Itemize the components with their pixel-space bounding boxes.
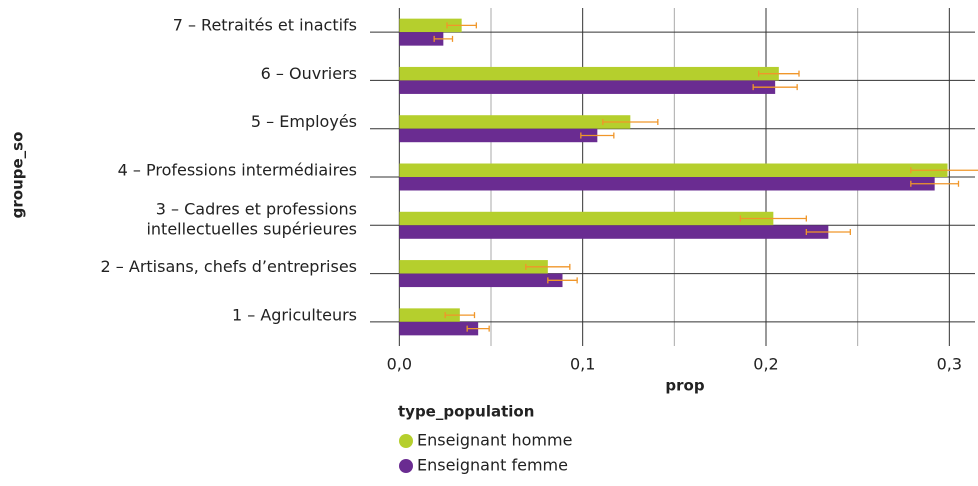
legend-title: type_population [398,403,534,421]
legend-swatch [399,434,413,448]
bar [399,32,444,46]
bar [399,211,774,226]
bar [399,308,460,322]
y-tick-label: 3 – Cadres et professions intellectuelles… [146,199,357,238]
y-tick-label: 2 – Artisans, chefs d’entreprises [101,257,357,276]
bar [399,66,779,81]
error-bar [758,70,800,77]
x-tick-label: 0,3 [937,355,962,374]
legend-swatch [399,459,413,473]
legend-label: Enseignant femme [417,456,568,475]
x-tick-label: 0,1 [570,355,595,374]
error-bar [433,35,454,42]
error-bar [910,180,960,187]
error-bar [580,132,615,139]
x-tick-label: 0,0 [387,355,412,374]
error-bar [805,229,851,236]
bar [399,80,776,94]
error-bar [446,22,477,29]
y-tick-label: 6 – Ouvriers [261,64,357,83]
error-bar [547,277,578,284]
y-tick-label: 4 – Professions intermédiaires [118,161,357,180]
bar [399,177,935,191]
bar [399,321,479,336]
error-bar [525,263,571,270]
bar [399,128,598,143]
y-axis-label: groupe_so [9,132,27,219]
x-axis-label: prop [665,377,704,395]
error-bar [910,167,978,174]
bar [399,115,631,129]
bar [399,18,462,33]
x-tick-label: 0,2 [753,355,778,374]
legend-label: Enseignant homme [417,431,572,450]
error-bar [466,325,490,332]
bar [399,225,829,239]
error-bar [602,118,659,125]
error-bar [444,312,476,319]
y-tick-label: 7 – Retraités et inactifs [173,16,357,35]
bar [399,163,948,177]
y-tick-label: 5 – Employés [251,112,357,131]
y-tick-label: 1 – Agriculteurs [232,305,357,324]
error-bar [752,84,798,91]
error-bar [739,215,807,222]
bar [399,260,548,274]
bar [399,273,563,288]
